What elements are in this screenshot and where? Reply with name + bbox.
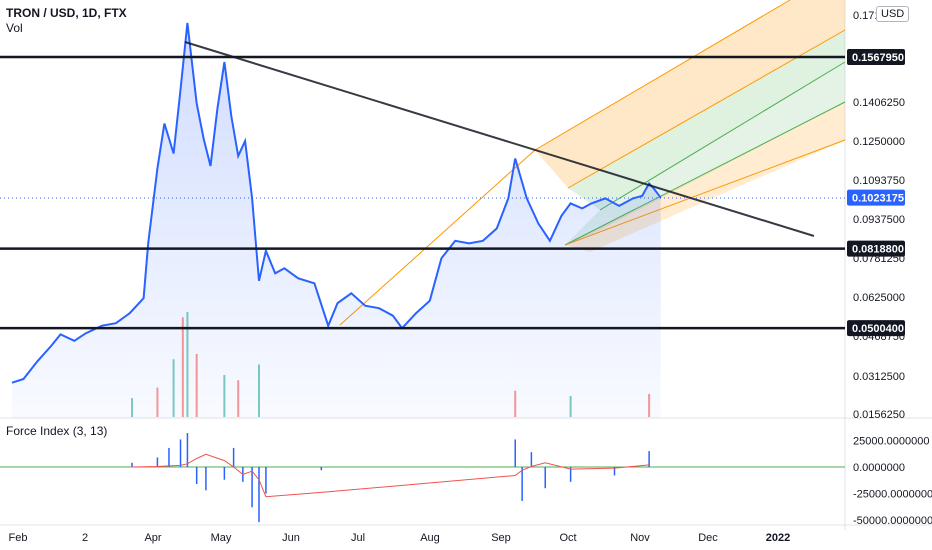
price-tick-label[interactable]: 0.0156250	[853, 409, 905, 421]
force-index-bar	[613, 467, 616, 476]
price-tag-1: 0.1023175	[847, 189, 905, 206]
time-tick-label[interactable]: Dec	[698, 532, 718, 544]
volume-bar	[131, 398, 134, 417]
volume-bars	[131, 312, 651, 417]
force-index-bar	[168, 447, 170, 467]
force-index-bar	[223, 467, 226, 480]
volume-bar	[223, 375, 226, 417]
time-tick-label[interactable]: Jul	[351, 532, 365, 544]
symbol-title[interactable]: TRON / USD, 1D, FTX	[6, 6, 127, 20]
price-area-fill	[12, 23, 661, 418]
time-tick-label[interactable]: May	[211, 532, 232, 544]
volume-bar	[181, 317, 184, 417]
force-index-label[interactable]: Force Index (3, 13)	[6, 424, 108, 438]
time-tick-label[interactable]: Jun	[282, 532, 300, 544]
force-index-bar	[265, 467, 267, 494]
force-index-bar	[205, 467, 207, 491]
force-index-bar	[514, 439, 516, 467]
time-tick-label[interactable]: 2022	[766, 532, 790, 544]
force-index-bar	[521, 467, 523, 501]
force-index-tick-label: -50000.0000000	[853, 515, 932, 527]
force-index-tick-label: 25000.0000000	[853, 436, 929, 448]
time-tick-label[interactable]: Apr	[144, 532, 161, 544]
svg-text:0.0500400: 0.0500400	[852, 323, 904, 335]
pitchfork-inner-zone	[568, 30, 845, 210]
svg-text:0.1023175: 0.1023175	[852, 193, 904, 205]
horizontal-levels[interactable]	[0, 55, 845, 330]
force-index-bar	[156, 457, 159, 467]
price-tick-label[interactable]: 0.0937500	[853, 214, 905, 226]
pitchfork-median-line	[599, 61, 846, 211]
price-tick-label[interactable]: 0.1406250	[853, 97, 905, 109]
force-index-bar	[569, 467, 572, 482]
force-index-bar	[544, 467, 546, 489]
time-tick-label[interactable]: Aug	[420, 532, 440, 544]
time-axis-ticks[interactable]: Feb 2 Apr May Jun Jul Aug Sep Oct Nov Dec 2022	[9, 532, 791, 544]
force-index-ema-line	[131, 453, 650, 498]
price-tick-label[interactable]: 0.0625000	[853, 292, 905, 304]
volume-bar	[237, 380, 240, 417]
volume-bar	[514, 390, 517, 417]
price-tag-3: 0.0500400	[847, 320, 905, 337]
price-axis-ticks[interactable]: 0.17187500.14062500.12500000.10937500.09…	[853, 10, 905, 421]
time-tick-label[interactable]: 2	[82, 532, 88, 544]
pitchfork-outer-upper-zone	[535, 0, 845, 188]
volume-bar	[195, 354, 198, 417]
force-index-tick-label: 0.0000000	[853, 462, 905, 474]
price-tick-label[interactable]: 0.0312500	[853, 371, 905, 383]
volume-bar	[648, 393, 651, 417]
pitchfork-drawing[interactable]	[339, 0, 846, 326]
force-index-bar	[648, 451, 650, 467]
force-index-bar	[131, 462, 133, 467]
volume-bar	[257, 364, 260, 417]
descending-trendline[interactable]	[184, 41, 815, 237]
force-index-tick-label: -25000.0000000	[853, 489, 932, 501]
force-index-bar	[186, 433, 189, 467]
pitchfork-handle	[339, 149, 536, 326]
force-index-bar	[232, 447, 235, 467]
volume-bar	[569, 396, 572, 417]
volume-bar	[172, 359, 175, 417]
force-index-bar	[179, 439, 182, 467]
price-tick-label[interactable]: 0.1093750	[853, 175, 905, 187]
svg-text:0.0818800: 0.0818800	[852, 244, 904, 256]
price-tag-2: 0.0818800	[847, 240, 905, 257]
force-index-bar	[320, 467, 323, 471]
pitchfork-upper-tine	[534, 0, 791, 151]
price-line[interactable]	[11, 22, 662, 384]
currency-button[interactable]: USD	[876, 6, 910, 22]
time-tick-label[interactable]: Oct	[559, 532, 576, 544]
time-tick-label[interactable]: Nov	[630, 532, 650, 544]
price-tags: 0.1567950 0.1023175 0.0818800 0.0500400	[847, 48, 905, 337]
force-index-bar	[195, 467, 198, 484]
force-index-axis-ticks: 25000.0000000 0.0000000 -25000.0000000 -500…	[853, 436, 932, 528]
price-tick-label[interactable]: 0.1250000	[853, 136, 905, 148]
time-tick-label[interactable]: Sep	[491, 532, 511, 544]
force-index-bar	[530, 452, 533, 467]
force-index-bar	[251, 467, 253, 508]
volume-bar	[156, 387, 159, 417]
volume-bar	[186, 312, 189, 417]
chart-header: TRON / USD, 1D, FTX Vol	[6, 6, 127, 36]
svg-text:0.1567950: 0.1567950	[852, 52, 904, 64]
force-index-bar	[258, 467, 260, 523]
volume-label[interactable]: Vol	[6, 21, 23, 35]
price-tag-0: 0.1567950	[847, 48, 905, 65]
time-tick-label[interactable]: Feb	[9, 532, 28, 544]
force-index-bars	[131, 433, 650, 523]
